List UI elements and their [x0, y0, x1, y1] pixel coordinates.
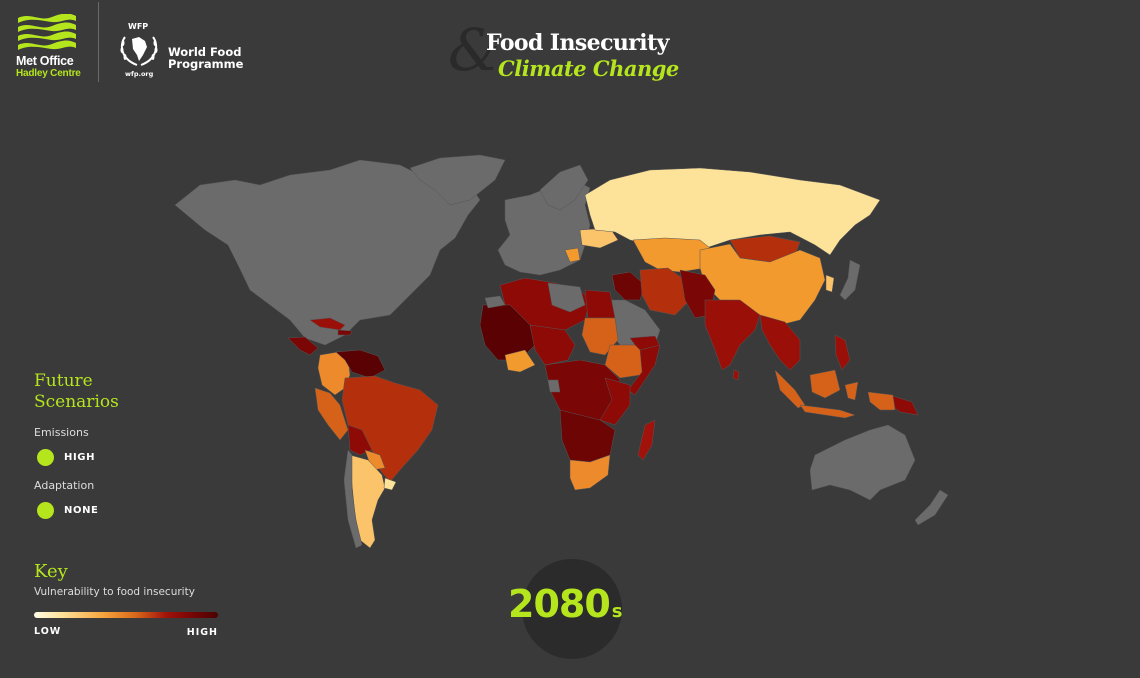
map-central-america[interactable] — [287, 336, 319, 356]
decade-selector-circle[interactable] — [522, 559, 622, 659]
map-sudan[interactable] — [581, 317, 619, 356]
map-west-africa-coast[interactable] — [504, 349, 536, 373]
adaptation-value[interactable]: NONE — [64, 505, 99, 516]
key-title: Key — [34, 561, 68, 582]
emissions-label: Emissions — [34, 426, 89, 439]
map-indonesia-java[interactable] — [799, 404, 856, 419]
map-peru[interactable] — [314, 387, 349, 441]
met-office-logo[interactable]: Met Office Hadley Centre — [16, 14, 86, 79]
map-libya[interactable] — [547, 282, 586, 313]
wfp-logo[interactable]: WFP wfp.org World Food Programme — [117, 22, 257, 82]
map-caribbean[interactable] — [309, 317, 346, 331]
key-high-label: HIGH — [186, 627, 218, 638]
decade-suffix: s — [611, 601, 623, 622]
wfp-name: World Food Programme — [168, 46, 243, 70]
map-south-africa[interactable] — [569, 454, 611, 491]
emissions-radio-icon[interactable] — [37, 449, 54, 466]
met-office-subtitle: Hadley Centre — [16, 68, 81, 79]
title-line-1: Food Insecurity — [486, 30, 669, 56]
map-uruguay[interactable] — [383, 477, 397, 491]
map-japan[interactable] — [839, 259, 861, 301]
world-map[interactable] — [0, 100, 1140, 560]
map-venezuela[interactable] — [335, 349, 386, 379]
future-scenarios-panel: Future Scenarios Emissions HIGH Adaptati… — [34, 371, 234, 519]
map-indonesia-papua[interactable] — [867, 391, 896, 411]
map-india[interactable] — [704, 299, 761, 371]
wfp-name-line1: World Food — [168, 45, 242, 59]
map-somalia[interactable] — [627, 344, 661, 396]
scenarios-title-line1: Future — [34, 371, 93, 391]
map-russia[interactable] — [584, 167, 881, 256]
scenarios-title: Future Scenarios — [34, 371, 234, 413]
wfp-url: wfp.org — [125, 70, 154, 78]
map-philippines[interactable] — [834, 334, 851, 371]
wfp-name-line2: Programme — [168, 57, 244, 71]
map-indonesia-borneo[interactable] — [809, 369, 841, 399]
map-new-zealand[interactable] — [914, 489, 949, 526]
scenarios-title-line2: Scenarios — [34, 392, 119, 412]
met-office-waves-icon — [18, 14, 76, 50]
header: Met Office Hadley Centre WFP wfp.org Wor… — [0, 0, 1140, 100]
met-office-name: Met Office — [16, 54, 74, 68]
legend-key: Key Vulnerability to food insecurity LOW… — [34, 561, 234, 642]
key-labels: LOW HIGH — [34, 626, 218, 642]
map-indonesia-sumatra[interactable] — [774, 369, 806, 409]
wfp-acronym: WFP — [128, 22, 149, 31]
map-caribbean-2[interactable] — [337, 329, 353, 336]
map-balkans[interactable] — [564, 247, 581, 263]
map-north-america[interactable] — [174, 159, 481, 346]
map-scandinavia[interactable] — [539, 164, 589, 211]
adaptation-label: Adaptation — [34, 479, 95, 492]
map-east-africa[interactable] — [599, 377, 631, 426]
map-gabon[interactable] — [547, 379, 561, 393]
map-chile[interactable] — [343, 449, 363, 549]
page-title: & Food Insecurity Climate Change — [448, 20, 708, 88]
map-iran[interactable] — [639, 267, 691, 316]
map-papua-new-guinea[interactable] — [892, 395, 919, 416]
map-syria-iraq[interactable] — [611, 271, 646, 301]
key-description: Vulnerability to food insecurity — [34, 586, 195, 598]
map-korea[interactable] — [825, 274, 835, 293]
map-madagascar[interactable] — [637, 419, 656, 461]
map-egypt[interactable] — [584, 289, 616, 319]
key-low-label: LOW — [34, 626, 62, 637]
adaptation-toggle[interactable]: NONE — [34, 502, 234, 519]
emissions-toggle[interactable]: HIGH — [34, 449, 234, 466]
title-line-2: Climate Change — [498, 56, 679, 81]
decade-label[interactable]: 2080 s — [508, 582, 622, 626]
map-western-sahara[interactable] — [484, 295, 506, 309]
map-sri-lanka[interactable] — [732, 369, 740, 381]
map-southeast-asia[interactable] — [759, 314, 801, 371]
emissions-value[interactable]: HIGH — [64, 452, 96, 463]
map-australia[interactable] — [809, 424, 916, 501]
map-greenland[interactable] — [409, 154, 506, 206]
adaptation-radio-icon[interactable] — [37, 502, 54, 519]
decade-number: 2080 — [508, 582, 611, 626]
map-indonesia-sulawesi[interactable] — [844, 381, 859, 401]
key-gradient-bar — [34, 612, 218, 618]
logo-divider — [98, 2, 99, 82]
ampersand-glyph: & — [448, 16, 500, 84]
map-chad-niger[interactable] — [529, 324, 576, 366]
wfp-wreath-icon — [120, 36, 158, 66]
